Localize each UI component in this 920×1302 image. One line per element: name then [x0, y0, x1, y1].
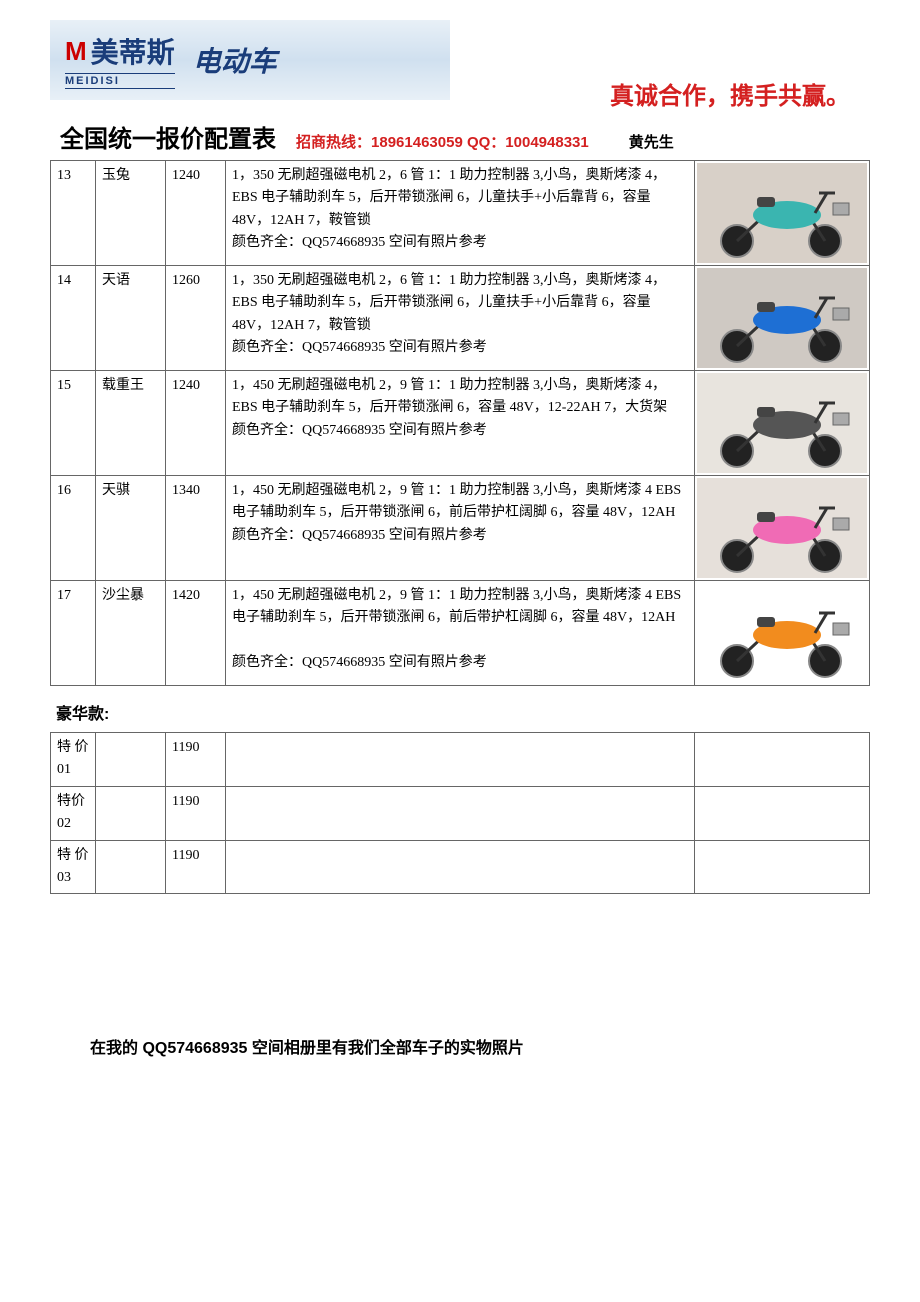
bike-thumbnail [697, 163, 867, 263]
bike-thumbnail [697, 583, 867, 683]
bike-thumbnail [697, 478, 867, 578]
deluxe-section-title: 豪华款: [56, 700, 870, 724]
table-row: 特 价03 1190 [51, 840, 870, 894]
product-num: 16 [51, 476, 96, 581]
footer-note: 在我的 QQ574668935 空间相册里有我们全部车子的实物照片 [50, 1034, 870, 1058]
deluxe-name [96, 840, 166, 894]
product-name: 天骐 [96, 476, 166, 581]
table-row: 特 价01 1190 [51, 733, 870, 787]
product-name: 沙尘暴 [96, 581, 166, 686]
table-row: 17 沙尘暴 1420 1，450 无刷超强磁电机 2，9 管 1：1 助力控制… [51, 581, 870, 686]
product-spec: 1，350 无刷超强磁电机 2，6 管 1：1 助力控制器 3,小鸟，奥斯烤漆 … [226, 161, 695, 266]
deluxe-num: 特 价03 [51, 840, 96, 894]
product-num: 15 [51, 371, 96, 476]
product-spec: 1，450 无刷超强磁电机 2，9 管 1：1 助力控制器 3,小鸟，奥斯烤漆 … [226, 476, 695, 581]
deluxe-image-cell [695, 733, 870, 787]
product-table: 13 玉兔 1240 1，350 无刷超强磁电机 2，6 管 1：1 助力控制器… [50, 160, 870, 686]
deluxe-name [96, 733, 166, 787]
deluxe-num: 特 价01 [51, 733, 96, 787]
bike-thumbnail [697, 373, 867, 473]
product-name: 天语 [96, 266, 166, 371]
logo-top: M 美蒂斯 [65, 31, 175, 71]
deluxe-spec [226, 733, 695, 787]
deluxe-name [96, 786, 166, 840]
table-row: 15 载重王 1240 1，450 无刷超强磁电机 2，9 管 1：1 助力控制… [51, 371, 870, 476]
product-price: 1260 [166, 266, 226, 371]
product-name: 玉兔 [96, 161, 166, 266]
deluxe-spec [226, 786, 695, 840]
logo-cn: 美蒂斯 [91, 31, 175, 71]
product-image-cell [695, 161, 870, 266]
bike-thumbnail [697, 268, 867, 368]
deluxe-table: 特 价01 1190 特价02 1190 特 价03 1190 [50, 732, 870, 894]
product-price: 1240 [166, 161, 226, 266]
page-title: 全国统一报价配置表 [60, 119, 276, 154]
table-row: 13 玉兔 1240 1，350 无刷超强磁电机 2，6 管 1：1 助力控制器… [51, 161, 870, 266]
deluxe-spec [226, 840, 695, 894]
contact-name: 黄先生 [629, 131, 674, 152]
hotline-qq: 1004948331 [505, 134, 588, 151]
logo-block: M 美蒂斯 MEIDISI [65, 31, 175, 89]
product-image-cell [695, 476, 870, 581]
table-row: 特价02 1190 [51, 786, 870, 840]
logo-mark: M [65, 36, 87, 67]
product-num: 13 [51, 161, 96, 266]
hotline: 招商热线：18961463059 QQ：1004948331 [296, 131, 589, 152]
product-image-cell [695, 266, 870, 371]
deluxe-image-cell [695, 840, 870, 894]
table-row: 16 天骐 1340 1，450 无刷超强磁电机 2，9 管 1：1 助力控制器… [51, 476, 870, 581]
logo-en: MEIDISI [65, 73, 175, 89]
product-image-cell [695, 371, 870, 476]
hotline-label: 招商热线： [296, 134, 371, 151]
deluxe-num: 特价02 [51, 786, 96, 840]
product-price: 1340 [166, 476, 226, 581]
product-num: 17 [51, 581, 96, 686]
deluxe-price: 1190 [166, 840, 226, 894]
title-row: 全国统一报价配置表 招商热线：18961463059 QQ：1004948331… [50, 119, 870, 154]
deluxe-image-cell [695, 786, 870, 840]
product-spec: 1，450 无刷超强磁电机 2，9 管 1：1 助力控制器 3,小鸟，奥斯烤漆 … [226, 371, 695, 476]
product-price: 1420 [166, 581, 226, 686]
product-image-cell [695, 581, 870, 686]
product-num: 14 [51, 266, 96, 371]
product-spec: 1，350 无刷超强磁电机 2，6 管 1：1 助力控制器 3,小鸟，奥斯烤漆 … [226, 266, 695, 371]
product-spec: 1，450 无刷超强磁电机 2，9 管 1：1 助力控制器 3,小鸟，奥斯烤漆 … [226, 581, 695, 686]
logo-product: 电动车 [193, 40, 277, 80]
hotline-qq-label: QQ： [467, 134, 505, 151]
table-row: 14 天语 1260 1，350 无刷超强磁电机 2，6 管 1：1 助力控制器… [51, 266, 870, 371]
hotline-phone: 18961463059 [371, 134, 463, 151]
deluxe-price: 1190 [166, 733, 226, 787]
deluxe-price: 1190 [166, 786, 226, 840]
product-name: 载重王 [96, 371, 166, 476]
product-price: 1240 [166, 371, 226, 476]
